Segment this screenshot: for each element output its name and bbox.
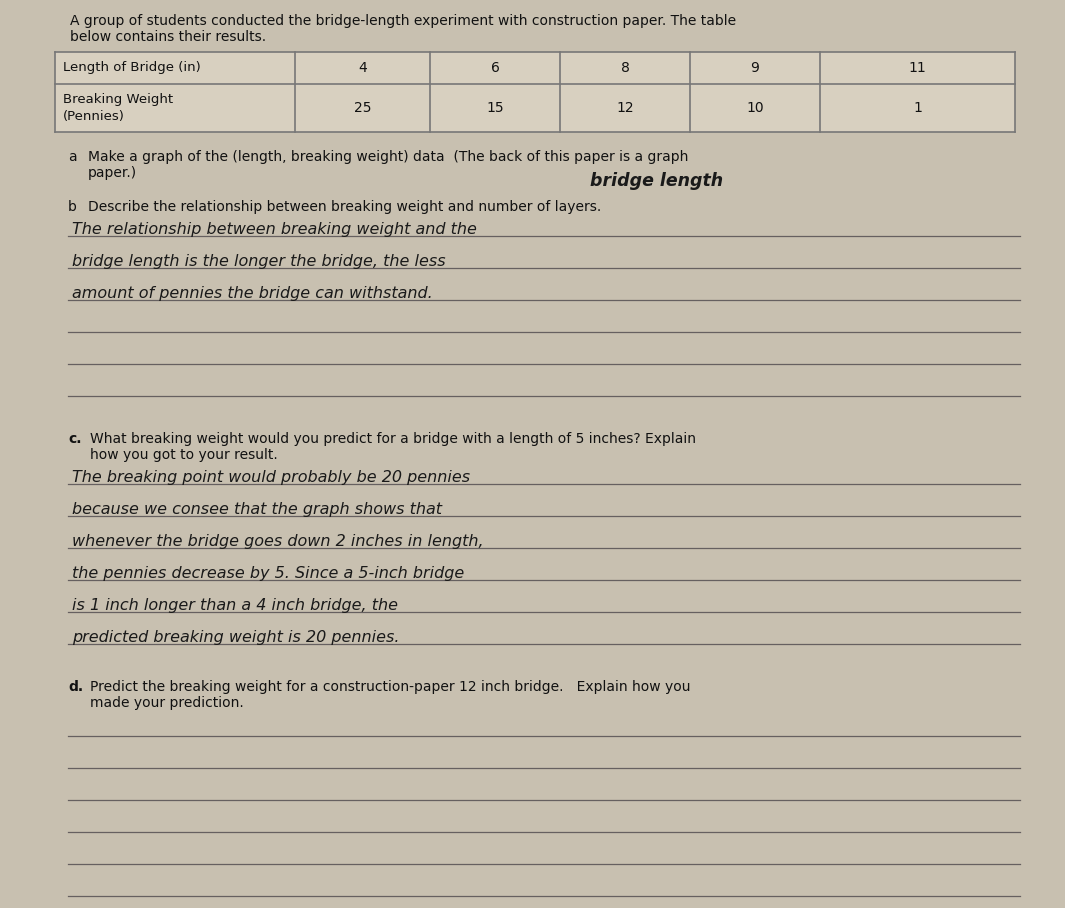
- Text: 25: 25: [354, 101, 372, 115]
- Text: d.: d.: [68, 680, 83, 694]
- Text: 12: 12: [617, 101, 634, 115]
- Text: b: b: [68, 200, 77, 214]
- Text: made your prediction.: made your prediction.: [91, 696, 244, 710]
- Text: 11: 11: [908, 61, 927, 75]
- Text: The relationship between breaking weight and the: The relationship between breaking weight…: [72, 222, 477, 237]
- Text: c.: c.: [68, 432, 82, 446]
- Text: Predict the breaking weight for a construction-paper 12 inch bridge.   Explain h: Predict the breaking weight for a constr…: [91, 680, 690, 694]
- Text: 8: 8: [621, 61, 629, 75]
- Text: the pennies decrease by 5. Since a 5-inch bridge: the pennies decrease by 5. Since a 5-inc…: [72, 566, 464, 581]
- Text: bridge length is the longer the bridge, the less: bridge length is the longer the bridge, …: [72, 254, 445, 269]
- Text: 4: 4: [358, 61, 366, 75]
- Text: Length of Bridge (in): Length of Bridge (in): [63, 62, 200, 74]
- Text: 1: 1: [913, 101, 922, 115]
- Text: below contains their results.: below contains their results.: [70, 30, 266, 44]
- Text: What breaking weight would you predict for a bridge with a length of 5 inches? E: What breaking weight would you predict f…: [91, 432, 697, 446]
- Text: 6: 6: [491, 61, 499, 75]
- Bar: [55, 52, 1015, 132]
- Text: because we consee that the graph shows that: because we consee that the graph shows t…: [72, 502, 442, 517]
- Text: amount of pennies the bridge can withstand.: amount of pennies the bridge can withsta…: [72, 286, 432, 301]
- Text: whenever the bridge goes down 2 inches in length,: whenever the bridge goes down 2 inches i…: [72, 534, 484, 549]
- Text: is 1 inch longer than a 4 inch bridge, the: is 1 inch longer than a 4 inch bridge, t…: [72, 598, 398, 613]
- Text: 15: 15: [487, 101, 504, 115]
- Text: Make a graph of the (length, breaking weight) data  (The back of this paper is a: Make a graph of the (length, breaking we…: [88, 150, 688, 164]
- Text: predicted breaking weight is 20 pennies.: predicted breaking weight is 20 pennies.: [72, 630, 399, 645]
- Text: paper.): paper.): [88, 166, 137, 180]
- Text: bridge length: bridge length: [590, 172, 723, 190]
- Text: a: a: [68, 150, 77, 164]
- Text: 9: 9: [751, 61, 759, 75]
- Text: Describe the relationship between breaking weight and number of layers.: Describe the relationship between breaki…: [88, 200, 602, 214]
- Text: A group of students conducted the bridge-length experiment with construction pap: A group of students conducted the bridge…: [70, 14, 736, 28]
- Text: 10: 10: [747, 101, 764, 115]
- Text: Breaking Weight
(Pennies): Breaking Weight (Pennies): [63, 93, 174, 123]
- Text: how you got to your result.: how you got to your result.: [91, 448, 278, 462]
- Text: The breaking point would probably be 20 pennies: The breaking point would probably be 20 …: [72, 470, 470, 485]
